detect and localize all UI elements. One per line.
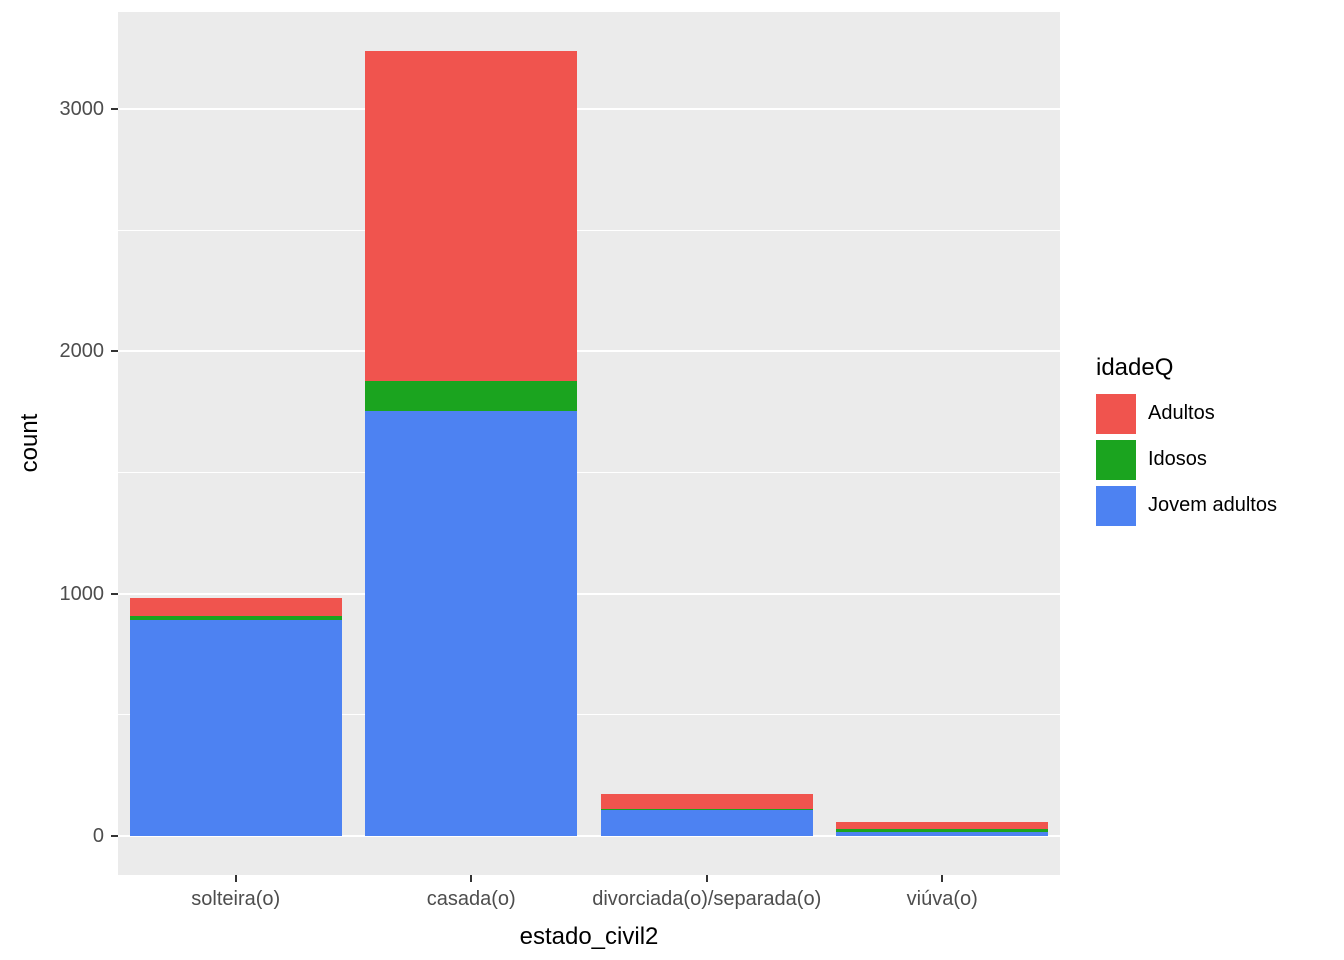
legend-key-swatch (1096, 439, 1136, 480)
x-tick-mark (470, 875, 473, 882)
x-tick-label: viúva(o) (906, 888, 978, 910)
gridline-minor (118, 714, 1060, 716)
y-tick-mark (111, 350, 118, 353)
bar-segment-idosos (600, 809, 813, 811)
y-tick-label: 3000 (59, 98, 105, 121)
bar-segment-adultos (836, 821, 1049, 829)
x-tick-label: solteira(o) (191, 888, 281, 910)
x-tick-label: casada(o) (426, 888, 516, 910)
y-tick-mark (111, 592, 118, 595)
gridline-major (118, 834, 1060, 837)
legend-label: Idosos (1148, 448, 1207, 470)
gridline-major (118, 592, 1060, 595)
bar-segment-idosos (836, 828, 1049, 833)
bar-segment-jovem-adultos (836, 832, 1049, 836)
bar-segment-jovem-adultos (129, 620, 342, 836)
legend-label: Jovem adultos (1148, 494, 1277, 516)
legend-items: Adultos Idosos Jovem adultos (1096, 393, 1277, 526)
bar-segment-jovem-adultos (365, 410, 578, 836)
x-axis-title: estado_civil2 (519, 923, 659, 950)
y-tick-mark (111, 834, 118, 837)
bar-segment-jovem-adultos (600, 810, 813, 836)
bar-segment-adultos (365, 51, 578, 381)
x-tick-mark (705, 875, 708, 882)
gridline-minor (118, 229, 1060, 231)
bar-segment-idosos (365, 380, 578, 411)
legend-title: idadeQ (1096, 353, 1174, 381)
x-tick-label: divorciada(o)/separada(o) (592, 888, 822, 910)
legend-key-swatch (1096, 485, 1136, 526)
bar-segment-adultos (129, 598, 342, 616)
legend-item-idosos: Idosos (1096, 439, 1277, 480)
legend: idadeQ Adultos Idosos Jovem adultos (1096, 354, 1277, 532)
y-tick-label: 2000 (59, 340, 105, 363)
gridline-minor (118, 472, 1060, 474)
gridline-major (118, 350, 1060, 353)
y-tick-label: 0 (92, 824, 104, 847)
y-axis-title: count (16, 413, 43, 472)
x-tick-mark (234, 875, 237, 882)
legend-item-adultos: Adultos (1096, 393, 1277, 434)
x-tick-mark (941, 875, 944, 882)
y-tick-label: 1000 (59, 582, 105, 605)
bar-segment-adultos (600, 794, 813, 810)
plot-panel (118, 12, 1060, 875)
legend-item-jovem-adultos: Jovem adultos (1096, 485, 1277, 526)
gridline-major (118, 108, 1060, 111)
bar-segment-idosos (129, 615, 342, 621)
legend-label: Adultos (1148, 402, 1215, 424)
y-tick-mark (111, 108, 118, 111)
legend-key-swatch (1096, 393, 1136, 434)
